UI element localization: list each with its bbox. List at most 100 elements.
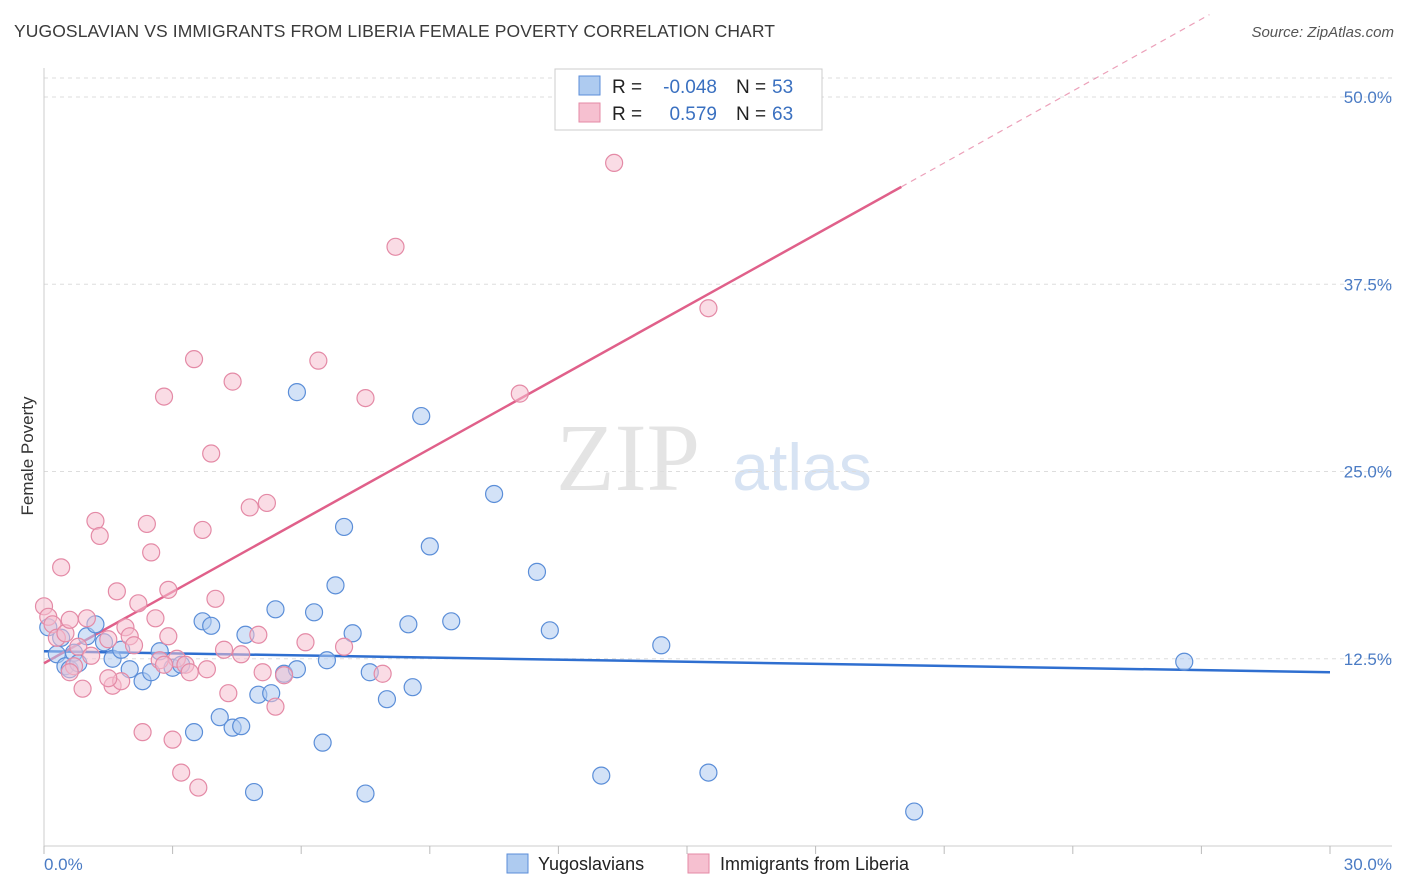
trend-line-yugoslavians [43,650,1331,674]
point-liberia [699,299,718,318]
point-liberia [296,633,315,652]
point-liberia [77,609,96,628]
point-liberia [163,730,182,749]
point-liberia [197,660,216,679]
legend-n-value: 63 [772,104,793,125]
point-liberia [214,640,234,659]
point-liberia [133,723,152,742]
point-yugoslavians [266,600,285,619]
point-yugoslavians [652,636,671,655]
point-liberia [223,372,242,391]
point-liberia [253,663,272,682]
point-yugoslavians [304,603,324,622]
point-liberia [309,351,328,370]
point-yugoslavians [485,484,504,504]
point-liberia [159,580,178,599]
trend-extension-liberia [901,14,1210,188]
point-liberia [154,655,174,674]
point-liberia [137,514,156,534]
point-liberia [257,493,277,513]
point-yugoslavians [527,562,547,581]
stats-legend: R = -0.048 N = 53 R = 0.579 N = 63 [554,68,823,131]
point-yugoslavians [399,615,418,634]
point-liberia [60,610,79,629]
data-points [34,153,1194,821]
point-yugoslavians [232,717,251,736]
trend-line-liberia [43,185,902,665]
x-tick-label-min: 0.0% [44,855,83,874]
point-yugoslavians [202,616,221,635]
y-tick-label: 12.5% [1344,650,1392,669]
point-yugoslavians [540,621,559,640]
point-yugoslavians [317,651,337,670]
point-liberia [249,625,268,644]
point-liberia [172,763,191,782]
point-liberia [180,663,199,682]
point-yugoslavians [334,517,354,537]
point-liberia [82,646,101,665]
y-tick-label: 50.0% [1344,88,1392,107]
point-liberia [52,558,71,577]
axes [43,68,1392,854]
point-liberia [86,511,105,531]
point-liberia [99,630,118,649]
x-tick-label-max: 30.0% [1344,855,1392,874]
point-liberia [206,589,225,608]
legend-n-label: N = [736,77,766,98]
point-yugoslavians [592,766,611,785]
series-legend-swatch-liberia [687,853,710,874]
point-yugoslavians [905,802,924,821]
point-liberia [184,350,204,369]
point-yugoslavians [699,763,718,782]
point-yugoslavians [326,576,345,595]
point-yugoslavians [313,733,332,752]
point-yugoslavians [210,708,229,727]
point-liberia [129,594,148,613]
point-liberia [202,444,221,463]
legend-n-value: 53 [772,77,793,98]
point-liberia [373,664,392,683]
point-liberia [266,697,285,716]
point-liberia [142,543,161,562]
legend-n-label: N = [736,104,766,125]
point-liberia [159,627,178,646]
point-liberia [386,237,405,256]
point-yugoslavians [377,690,397,709]
point-liberia [73,679,92,698]
point-yugoslavians [412,406,431,426]
point-liberia [334,637,354,656]
series-legend-label-liberia: Immigrants from Liberia [720,854,910,874]
point-liberia [99,669,118,688]
point-liberia [193,520,212,540]
chart-title: YUGOSLAVIAN VS IMMIGRANTS FROM LIBERIA F… [14,21,776,41]
watermark-zip: ZIP [556,404,700,511]
point-liberia [146,609,165,628]
legend-r-label: R = [612,77,642,98]
point-liberia [240,498,259,517]
y-tick-label: 37.5% [1344,275,1392,294]
legend-r-label: R = [612,104,642,125]
watermark-atlas: atlas [732,430,871,504]
legend-swatch-yugoslavians [578,75,601,96]
point-yugoslavians [442,612,461,631]
point-liberia [356,388,375,408]
point-yugoslavians [244,782,264,802]
legend-r-value: 0.579 [669,104,717,125]
point-yugoslavians [287,383,307,402]
point-liberia [219,684,238,703]
point-liberia [605,153,624,173]
source-credit: Source: ZipAtlas.com [1251,24,1394,41]
point-liberia [510,384,529,403]
series-legend: Yugoslavians Immigrants from Liberia [506,853,910,874]
series-legend-swatch-yugoslavians [506,853,529,874]
point-liberia [232,645,251,664]
point-liberia [69,637,88,656]
point-liberia [90,526,109,546]
point-liberia [124,636,144,655]
point-yugoslavians [356,784,375,803]
legend-r-value: -0.048 [663,77,717,98]
point-liberia [60,663,79,682]
point-yugoslavians [184,723,204,742]
point-liberia [189,778,208,797]
